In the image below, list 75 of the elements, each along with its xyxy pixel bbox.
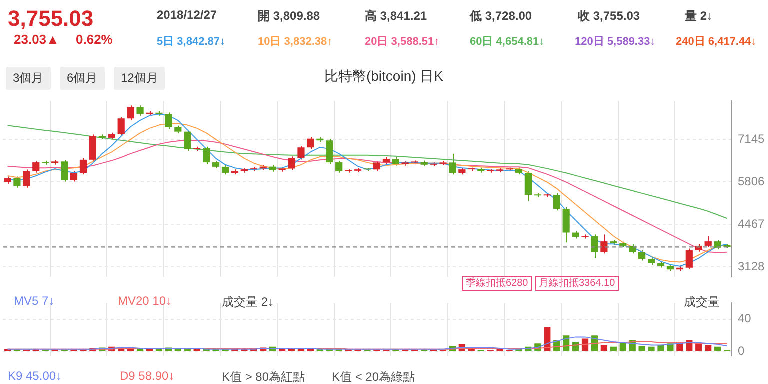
- candlestick: [127, 105, 134, 121]
- text: 20日 3,588.51↑: [365, 35, 440, 49]
- text: 量 2↓: [685, 8, 714, 25]
- candlestick: [203, 146, 210, 165]
- candlestick: [136, 105, 144, 116]
- y-tick-label: 4467: [738, 216, 766, 231]
- text: 季線扣抵6280: [462, 276, 532, 291]
- candlestick: [704, 236, 712, 248]
- candlestick: [600, 234, 608, 254]
- text: 高 3,841.21: [365, 8, 428, 25]
- y-tick-label: 5806: [738, 174, 766, 188]
- text: K9 45.00↓: [8, 369, 62, 383]
- bar: [686, 340, 693, 352]
- bar: [705, 345, 712, 352]
- candlestick: [638, 250, 646, 262]
- y-tick-label: 0: [738, 344, 745, 358]
- candlestick: [222, 164, 230, 176]
- y-tick-label: 7145: [738, 132, 766, 146]
- candlestick: [298, 146, 305, 160]
- text: 收 3,755.03: [578, 8, 640, 25]
- candlestick: [32, 160, 40, 174]
- text: 240日 6,417.44↓: [676, 35, 757, 49]
- candlestick: [686, 248, 693, 270]
- y-axis-title: 成交量: [684, 294, 720, 311]
- candlestick: [562, 206, 570, 244]
- candlestick: [336, 160, 343, 174]
- candlestick: [165, 112, 172, 130]
- candlestick: [449, 153, 456, 176]
- candlestick: [23, 169, 30, 188]
- candlestick: [524, 171, 532, 202]
- bar: [648, 346, 655, 352]
- text: MV5 7↓: [14, 294, 55, 308]
- bar: [638, 346, 646, 352]
- text: 2018/12/27: [157, 8, 218, 22]
- bar: [600, 345, 608, 352]
- candlestick: [326, 138, 334, 165]
- text: MV20 10↓: [118, 294, 172, 308]
- text: 0.62%: [76, 32, 113, 47]
- candlestick: [60, 160, 68, 182]
- candlestick: [89, 134, 96, 162]
- text: 23.03▲: [14, 32, 60, 47]
- text: D9 58.90↓: [120, 369, 175, 383]
- text: 5日 3,842.87↓: [157, 35, 226, 49]
- text: 10日 3,832.38↑: [258, 35, 333, 49]
- candlestick: [553, 192, 560, 212]
- bar: [610, 346, 617, 352]
- text: 低 3,728.00: [470, 8, 532, 25]
- text: 60日 4,654.81↓: [470, 35, 545, 49]
- text: 12個月: [114, 67, 166, 90]
- candlestick: [373, 160, 381, 172]
- text: 3個月: [6, 67, 51, 90]
- candlestick: [70, 171, 78, 182]
- text: K值 > 80為紅點: [222, 369, 306, 384]
- bar: [544, 327, 551, 352]
- candlestick: [307, 136, 314, 150]
- text: 6個月: [60, 67, 105, 90]
- candlestick: [184, 130, 192, 152]
- candlestick: [288, 156, 296, 171]
- candlestick: [118, 116, 125, 137]
- chart-title: 比特幣(bitcoin) 日K: [324, 68, 444, 84]
- bar: [696, 344, 702, 352]
- y-tick-label: 3128: [738, 259, 766, 274]
- text: K值 < 20為綠點: [332, 369, 416, 384]
- text: 月線扣抵3364.10: [535, 276, 620, 291]
- annotation: 成交量 2↓: [222, 294, 274, 311]
- y-tick-label: 40: [738, 312, 752, 326]
- candlestick: [14, 176, 21, 188]
- text: 3,755.03: [8, 6, 94, 32]
- bar: [714, 346, 722, 352]
- candlestick: [591, 234, 598, 259]
- text: 開 3,809.88: [258, 8, 320, 25]
- bar: [658, 345, 664, 352]
- text: 120日 5,589.33↓: [575, 35, 656, 49]
- bar: [582, 338, 589, 352]
- candlestick: [80, 158, 88, 176]
